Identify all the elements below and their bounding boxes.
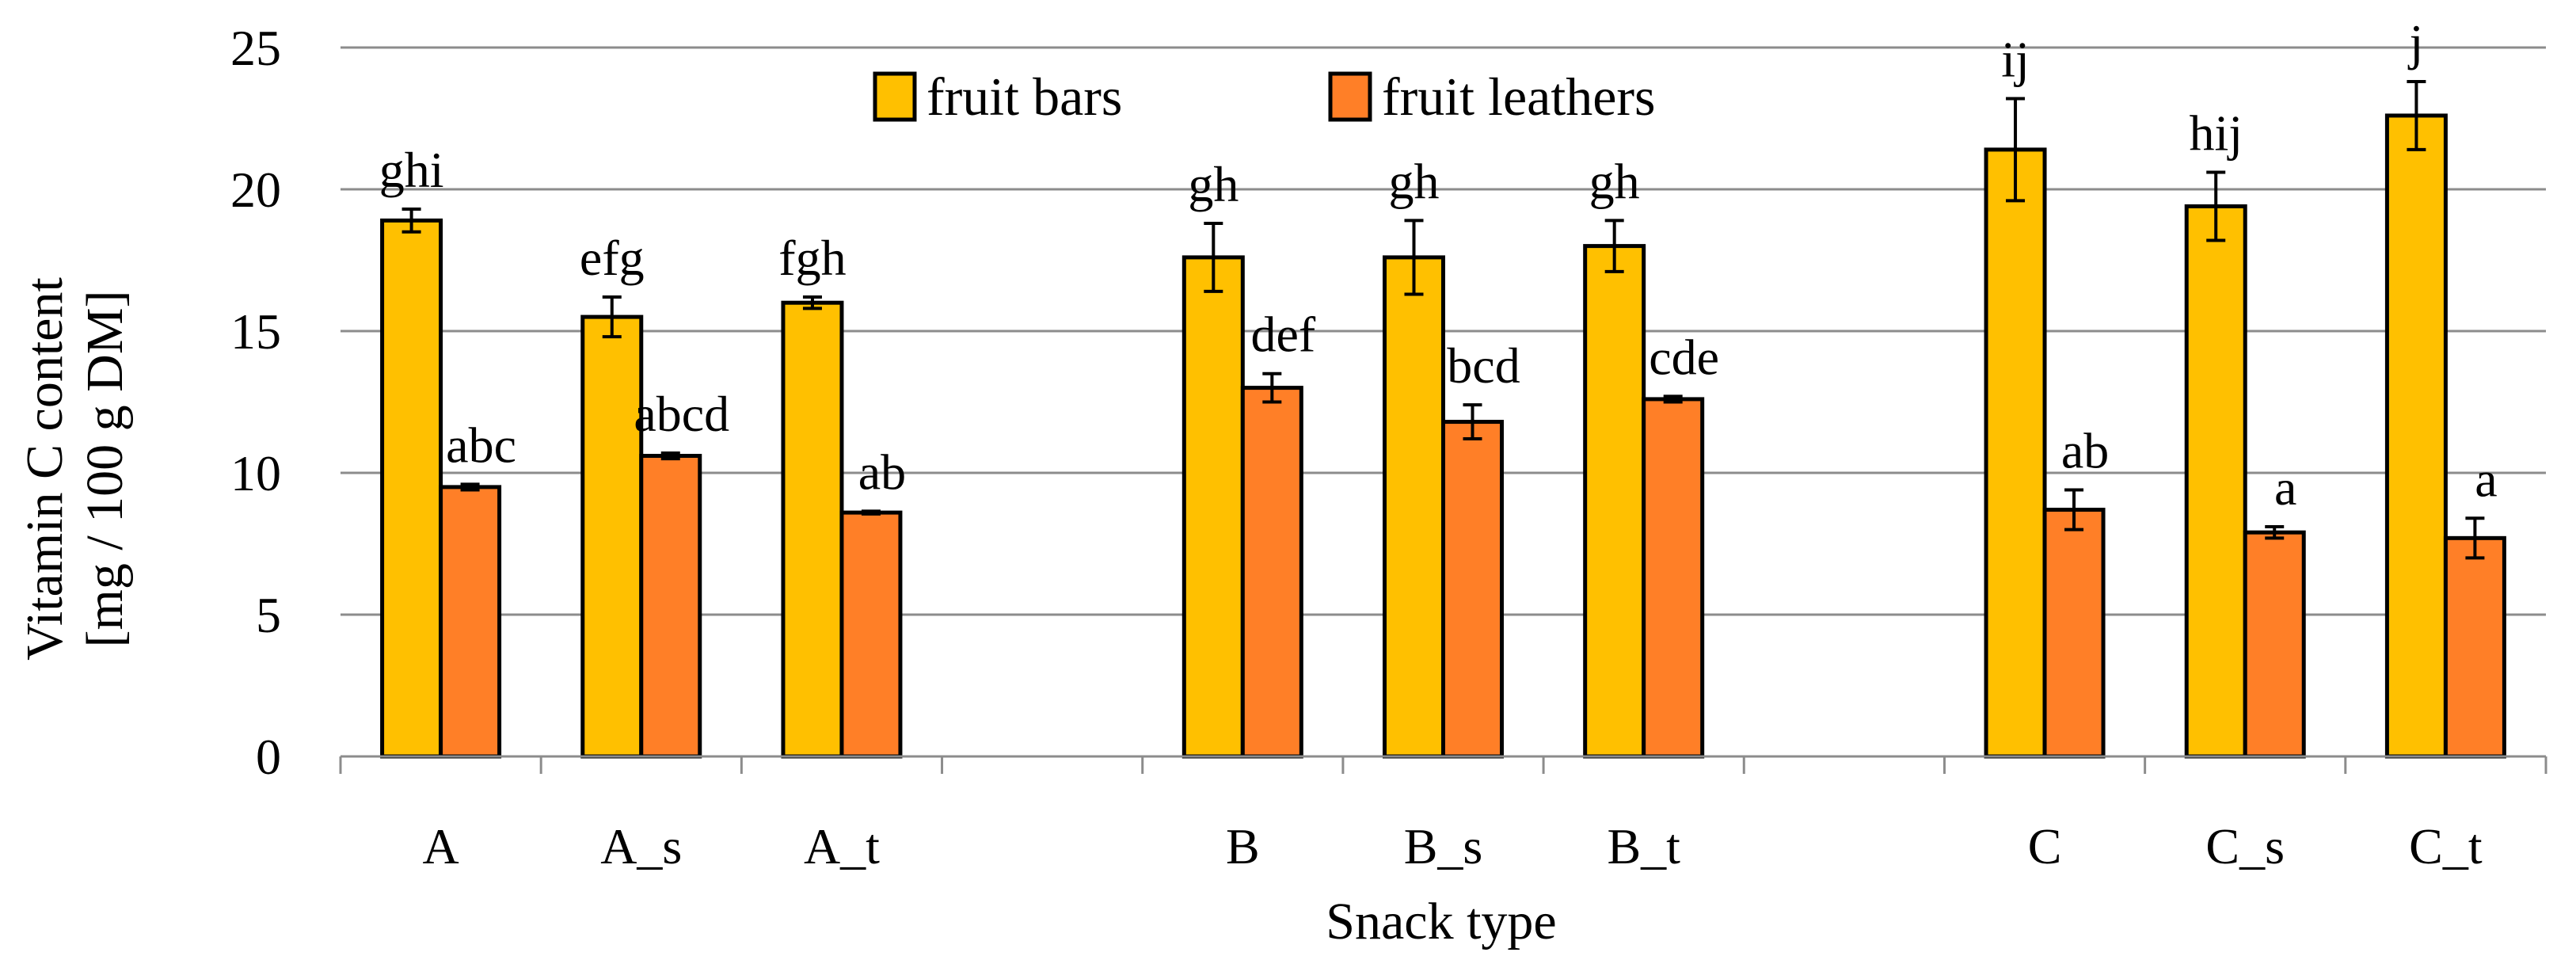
error-bar-fruit-bars-c-t xyxy=(2407,79,2426,151)
error-bar-fruit-leathers-a xyxy=(460,482,480,492)
category-labels: A A_s A_t B B_s B_t C C_s C_t xyxy=(422,818,2482,874)
bar-fruit-bars-c xyxy=(1984,147,2047,759)
letter-label-fruit-leathers-a-t: ab xyxy=(858,444,906,500)
bar-fruit-leathers-b xyxy=(1240,386,1303,759)
error-bar-fruit-bars-b xyxy=(1204,221,1223,293)
bar-fruit-leathers-c-t xyxy=(2443,535,2506,759)
letter-label-fruit-bars-b: gh xyxy=(1188,156,1239,212)
category-label-c-t: C_t xyxy=(2409,818,2483,874)
legend-swatch-fruit-bars xyxy=(873,71,917,122)
x-axis xyxy=(339,755,2547,774)
y-tick-label-15: 15 xyxy=(230,303,281,360)
error-bar-fruit-bars-a xyxy=(401,208,421,234)
bar-fruit-bars-a-s xyxy=(580,314,644,759)
letter-label-fruit-leathers-b-s: bcd xyxy=(1447,337,1520,394)
legend-label-fruit-leathers: fruit leathers xyxy=(1382,67,1656,127)
bar-fruit-bars-b-t xyxy=(1583,244,1646,759)
y-axis-title-line-2: [mg / 100 g DM] xyxy=(76,291,134,648)
letter-label-fruit-bars-c-s: hij xyxy=(2189,105,2243,162)
y-tick-labels: 0 5 10 15 20 25 xyxy=(230,20,281,785)
letter-label-fruit-bars-a: ghi xyxy=(379,142,444,198)
category-label-b: B xyxy=(1226,818,1260,874)
letter-label-fruit-bars-a-t: fgh xyxy=(778,230,846,286)
y-axis-title: Vitamin C content [mg / 100 g DM] xyxy=(16,277,134,661)
category-label-c: C xyxy=(2028,818,2062,874)
letter-label-fruit-leathers-a: abc xyxy=(446,417,516,473)
category-label-a-t: A_t xyxy=(804,818,880,874)
category-label-c-s: C_s xyxy=(2205,818,2285,874)
legend: fruit bars fruit leathers xyxy=(873,67,1656,127)
bars xyxy=(380,113,2506,759)
y-axis-title-line-1: Vitamin C content xyxy=(16,277,74,661)
bar-fruit-leathers-a xyxy=(439,485,502,759)
error-bar-fruit-leathers-c-t xyxy=(2465,516,2485,560)
significance-letters: ghi abc efg abcd fgh ab gh def gh bcd gh cde ij ab hij… xyxy=(379,14,2498,516)
bar-fruit-bars-b-s xyxy=(1383,255,1445,759)
error-bar-fruit-leathers-c-s xyxy=(2265,525,2285,540)
letter-label-fruit-leathers-c-t: a xyxy=(2475,451,2497,507)
bar-fruit-leathers-c-s xyxy=(2243,530,2306,759)
bar-fruit-leathers-c xyxy=(2042,508,2106,759)
legend-swatch-fruit-leathers xyxy=(1328,71,1372,122)
bar-fruit-bars-c-t xyxy=(2384,113,2448,759)
error-bar-fruit-bars-c xyxy=(2006,97,2026,203)
letter-label-fruit-leathers-b: def xyxy=(1250,307,1315,363)
legend-label-fruit-bars: fruit bars xyxy=(927,67,1122,127)
y-tick-label-10: 10 xyxy=(230,445,281,501)
error-bar-fruit-leathers-a-t xyxy=(861,509,881,516)
y-tick-label-5: 5 xyxy=(256,587,281,643)
error-bar-fruit-leathers-c xyxy=(2064,488,2084,531)
error-bar-fruit-bars-a-t xyxy=(802,295,822,310)
letter-label-fruit-leathers-a-s: abcd xyxy=(634,386,729,442)
bar-fruit-leathers-a-s xyxy=(639,454,702,759)
bar-fruit-leathers-a-t xyxy=(839,510,903,759)
bar-fruit-bars-b xyxy=(1181,255,1245,759)
error-bars xyxy=(401,79,2485,560)
category-label-b-t: B_t xyxy=(1607,818,1680,874)
letter-label-fruit-leathers-c-s: a xyxy=(2274,459,2296,516)
bar-fruit-bars-c-s xyxy=(2184,204,2247,759)
error-bar-fruit-bars-a-s xyxy=(602,295,622,339)
error-bar-fruit-leathers-b-s xyxy=(1463,403,1482,441)
bar-fruit-leathers-b-t xyxy=(1642,397,1705,759)
letter-label-fruit-bars-c-t: j xyxy=(2408,14,2424,70)
error-bar-fruit-bars-b-t xyxy=(1604,219,1624,273)
error-bar-fruit-leathers-a-s xyxy=(660,451,680,461)
y-tick-label-0: 0 xyxy=(256,729,281,785)
error-bar-fruit-leathers-b xyxy=(1262,371,1282,404)
letter-label-fruit-bars-b-s: gh xyxy=(1389,153,1440,209)
error-bar-fruit-leathers-b-t xyxy=(1663,394,1683,404)
letter-label-fruit-bars-a-s: efg xyxy=(580,230,645,286)
error-bar-fruit-bars-b-s xyxy=(1404,219,1424,296)
letter-label-fruit-leathers-c: ab xyxy=(2061,422,2109,478)
bar-fruit-leathers-b-s xyxy=(1441,420,1504,759)
category-label-a: A xyxy=(422,818,459,874)
x-axis-title: Snack type xyxy=(1326,893,1556,950)
category-label-a-s: A_s xyxy=(600,818,682,874)
bar-fruit-bars-a xyxy=(380,218,443,759)
y-tick-label-20: 20 xyxy=(230,162,281,218)
error-bar-fruit-bars-c-s xyxy=(2206,170,2226,242)
letter-label-fruit-bars-b-t: gh xyxy=(1589,153,1640,209)
category-label-b-s: B_s xyxy=(1404,818,1483,874)
bar-fruit-bars-a-t xyxy=(781,300,844,759)
letter-label-fruit-bars-c: ij xyxy=(2001,31,2030,87)
letter-label-fruit-leathers-b-t: cde xyxy=(1649,329,1719,385)
y-tick-label-25: 25 xyxy=(230,20,281,76)
